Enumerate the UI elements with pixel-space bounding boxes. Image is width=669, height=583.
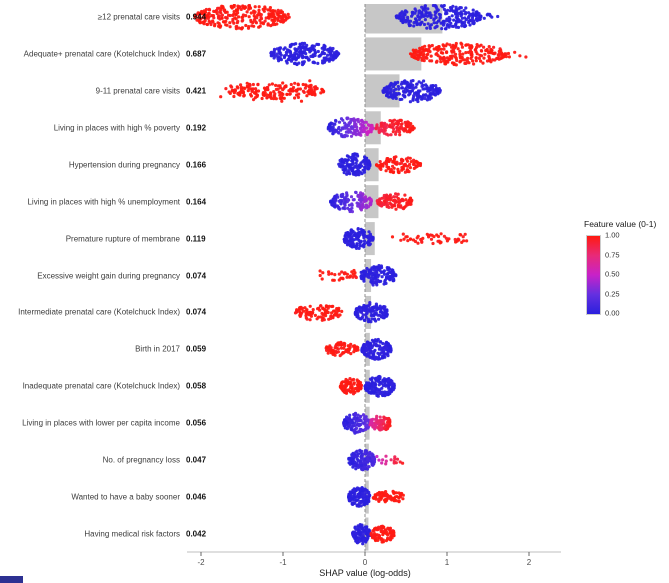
x-tick-label: -2 (197, 558, 205, 567)
x-tick-label: 2 (527, 558, 532, 567)
feature-importance-value: 0.074 (186, 307, 207, 317)
legend-colorbar: 1.00 0.75 0.50 0.25 0.00 (584, 231, 668, 318)
feature-label: Adequate+ prenatal care (Kotelchuck Inde… (23, 49, 180, 59)
feature-importance-value: 0.047 (186, 455, 207, 465)
legend: Feature value (0-1) 1.00 0.75 0.50 0.25 0.00 (584, 219, 668, 318)
legend-tick-label: 0.50 (605, 269, 620, 279)
feature-label: Premature rupture of membrane (65, 234, 180, 244)
feature-importance-value: 0.042 (186, 529, 207, 539)
feature-label: Having medical risk factors (84, 529, 180, 539)
x-tick-label: 1 (445, 558, 450, 567)
feature-label: 9-11 prenatal care visits (95, 86, 180, 96)
feature-importance-value: 0.074 (186, 271, 207, 280)
x-tick-label: 0 (363, 558, 368, 567)
feature-label: Birth in 2017 (135, 344, 180, 354)
feature-importance-value: 0.944 (186, 12, 207, 22)
feature-label: Hypertension during pregnancy (68, 160, 180, 170)
feature-importance-value: 0.119 (186, 234, 206, 244)
feature-importance-value: 0.687 (186, 49, 207, 59)
x-axis-title: SHAP value (log-odds) (319, 568, 411, 578)
legend-gradient (586, 235, 601, 315)
x-axis: -2 -1 0 1 2 (187, 551, 561, 567)
feature-label: Living in places with high % unemploymen… (27, 197, 180, 207)
legend-tick-label: 0.75 (605, 250, 620, 259)
feature-label: Intermediate prenatal care (Kotelchuck I… (18, 307, 180, 317)
feature-importance-value: 0.058 (186, 381, 207, 391)
beeswarm-plot: -2 -1 0 1 2 (187, 4, 561, 567)
feature-label: Wanted to have a baby sooner (71, 492, 180, 502)
feature-importance-value: 0.056 (186, 418, 207, 428)
importance-bar (365, 406, 370, 440)
feature-importance-value: 0.192 (186, 123, 207, 133)
feature-label: Inadequate prenatal care (Kotelchuck Ind… (22, 381, 180, 391)
legend-tick-label: 1.00 (605, 230, 620, 240)
feature-importance-value: 0.421 (186, 86, 207, 96)
feature-label: Excessive weight gain during pregnancy (37, 271, 180, 280)
feature-label: Living in places with lower per capita i… (22, 418, 180, 428)
feature-importance-value: 0.166 (186, 160, 207, 170)
feature-label: ≥12 prenatal care visits (97, 12, 180, 22)
feature-importance-value: 0.046 (186, 492, 207, 502)
legend-tick-label: 0.00 (605, 308, 620, 318)
feature-label: No. of pregnancy loss (102, 455, 180, 465)
cropped-image-artifact (0, 576, 23, 583)
x-tick-label: -1 (279, 558, 287, 567)
feature-importance-value: 0.059 (186, 344, 207, 354)
feature-label: Living in places with high % poverty (53, 123, 180, 133)
feature-importance-value: 0.164 (186, 197, 207, 207)
legend-tick-label: 0.25 (605, 289, 620, 298)
importance-bar (365, 148, 379, 182)
legend-title: Feature value (0-1) (584, 219, 657, 229)
points-layer (193, 4, 528, 546)
